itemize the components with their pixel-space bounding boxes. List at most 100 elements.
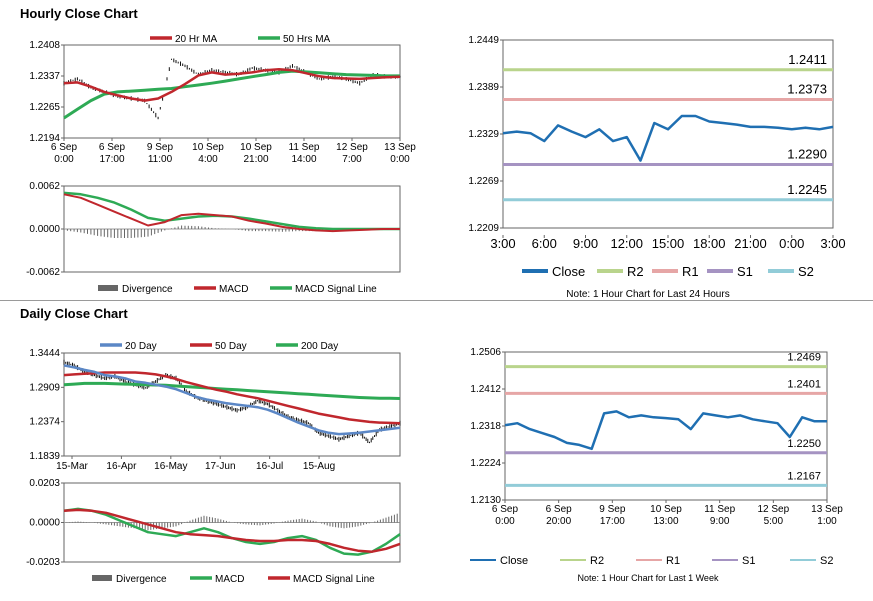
daily-levels-legend-label: S1 — [742, 555, 755, 567]
hourly-levels-legend-label: S1 — [737, 264, 753, 279]
daily-price-x-tick: 16-May — [154, 461, 187, 472]
hourly-price-x-tick: 13 Sep — [384, 142, 416, 153]
hourly-levels-legend-label: R1 — [682, 264, 699, 279]
hourly-price-legend-label: 20 Hr MA — [175, 34, 218, 45]
hourly-levels-close-line — [502, 114, 834, 162]
hourly-price-y-tick: 1.2194 — [29, 133, 60, 144]
hourly-levels-y-tick: 1.2269 — [468, 176, 499, 187]
hourly-levels-y-tick: 1.2449 — [468, 35, 499, 46]
daily-macd-y-tick: 0.0000 — [29, 518, 60, 529]
daily-price-x-tick: 15-Aug — [303, 461, 335, 472]
hourly-macd-legend-label: Divergence — [122, 284, 173, 295]
hourly-price-x-tick: 7:00 — [342, 154, 362, 165]
daily-macd-y-tick: 0.0203 — [29, 478, 60, 489]
daily-levels-x-tick: 6 Sep — [546, 504, 573, 515]
hourly-price-x-tick: 0:00 — [54, 154, 74, 165]
daily-levels-legend-label: S2 — [820, 555, 833, 567]
daily-levels-legend-label: R1 — [666, 555, 680, 567]
hourly-levels-y-tick: 1.2209 — [468, 223, 499, 234]
daily-levels-x-tick: 17:00 — [600, 516, 625, 527]
hourly-price-y-tick: 1.2337 — [29, 71, 60, 82]
hourly-levels-level-label: 1.2245 — [787, 182, 827, 197]
daily-levels-x-tick: 5:00 — [764, 516, 784, 527]
daily-levels-level-label: 1.2167 — [787, 470, 821, 482]
hourly-levels-x-tick: 3:00 — [490, 236, 515, 251]
hourly-levels-y-tick: 1.2389 — [468, 82, 499, 93]
hourly-levels-x-tick: 12:00 — [610, 236, 643, 251]
hourly-macd-legend-label: MACD — [219, 284, 248, 295]
daily-levels-y-tick: 1.2224 — [470, 458, 501, 469]
daily-levels-x-tick: 0:00 — [495, 516, 515, 527]
hourly-price-y-tick: 1.2408 — [29, 40, 60, 51]
hourly-price-plot-frame — [63, 44, 401, 139]
daily-price-y-tick: 1.2909 — [29, 382, 60, 393]
daily-levels-x-tick: 12 Sep — [757, 504, 789, 515]
hourly-levels-x-tick: 6:00 — [532, 236, 557, 251]
daily-macd-legend-swatch — [92, 575, 112, 581]
hourly-levels-x-tick: 15:00 — [652, 236, 685, 251]
daily-levels-legend-label: R2 — [590, 555, 604, 567]
hourly-price-ma20-line — [63, 68, 401, 102]
daily-levels-x-tick: 10 Sep — [650, 504, 682, 515]
hourly-levels-x-tick: 18:00 — [693, 236, 726, 251]
daily-price-x-tick: 16-Apr — [106, 461, 137, 472]
daily-price-ma50-line — [63, 371, 401, 425]
hourly-price-x-tick: 6 Sep — [51, 142, 78, 153]
daily-levels-legend-label: Close — [500, 555, 528, 567]
daily-macd-legend-label: MACD Signal Line — [293, 574, 375, 585]
daily-levels-note: Note: 1 Hour Chart for Last 1 Week — [578, 573, 719, 583]
daily-macd-legend-label: Divergence — [116, 574, 167, 585]
daily-levels-x-tick: 9 Sep — [599, 504, 626, 515]
daily-levels-y-tick: 1.2506 — [470, 347, 501, 358]
hourly-macd-y-tick: -0.0062 — [26, 267, 60, 278]
hourly-price-x-tick: 4:00 — [198, 154, 218, 165]
hourly-levels-y-tick: 1.2329 — [468, 129, 499, 140]
daily-price-legend-label: 200 Day — [301, 341, 338, 352]
hourly-levels-legend-label: Close — [552, 264, 585, 279]
daily-levels-x-tick: 6 Sep — [492, 504, 519, 515]
daily-levels-y-tick: 1.2130 — [470, 495, 501, 506]
hourly-price-x-tick: 11:00 — [148, 154, 173, 165]
daily-macd-signal-line — [63, 508, 401, 553]
hourly-price-x-tick: 11 Sep — [289, 142, 320, 153]
daily-price-legend-label: 50 Day — [215, 341, 247, 352]
hourly-levels-x-tick: 9:00 — [573, 236, 598, 251]
section-divider — [0, 300, 873, 301]
daily-levels-close-line — [504, 410, 827, 451]
daily-price-y-tick: 1.1839 — [29, 451, 60, 462]
hourly-levels-legend-label: S2 — [798, 264, 814, 279]
daily-levels-x-tick: 11 Sep — [704, 504, 735, 515]
hourly-macd-y-tick: 0.0000 — [29, 224, 60, 235]
hourly-macd-legend-swatch — [98, 285, 118, 291]
hourly-price-x-tick: 6 Sep — [99, 142, 126, 153]
hourly-price-legend-label: 50 Hrs MA — [283, 34, 331, 45]
hourly-levels-x-tick: 0:00 — [779, 236, 804, 251]
daily-levels-x-tick: 13 Sep — [811, 504, 843, 515]
daily-levels-y-tick: 1.2412 — [470, 384, 501, 395]
hourly-price-x-tick: 10 Sep — [240, 142, 272, 153]
hourly-price-x-tick: 9 Sep — [147, 142, 174, 153]
daily-levels-x-tick: 20:00 — [546, 516, 571, 527]
hourly-price-ma50-line — [63, 69, 400, 120]
daily-price-plot-frame — [63, 352, 401, 457]
daily-price-y-tick: 1.2374 — [29, 417, 60, 428]
hourly-levels-level-label: 1.2373 — [787, 82, 827, 97]
daily-levels-x-tick: 9:00 — [710, 516, 730, 527]
daily-section-title: Daily Close Chart — [20, 306, 128, 321]
hourly-macd-y-tick: 0.0062 — [29, 181, 60, 192]
hourly-levels-x-tick: 3:00 — [820, 236, 845, 251]
hourly-levels-level-label: 1.2411 — [788, 52, 827, 67]
daily-macd-legend-label: MACD — [215, 574, 244, 585]
hourly-price-x-tick: 0:00 — [390, 154, 410, 165]
hourly-levels-level-label: 1.2290 — [787, 147, 827, 162]
daily-price-x-tick: 15-Mar — [56, 461, 88, 472]
hourly-macd-legend-label: MACD Signal Line — [295, 284, 377, 295]
hourly-section-title: Hourly Close Chart — [20, 6, 138, 21]
hourly-price-x-tick: 21:00 — [243, 154, 268, 165]
daily-macd-y-tick: -0.0203 — [26, 557, 60, 568]
daily-levels-x-tick: 1:00 — [817, 516, 837, 527]
daily-levels-level-label: 1.2250 — [787, 438, 821, 450]
daily-price-y-tick: 1.3444 — [29, 348, 60, 359]
hourly-price-x-tick: 10 Sep — [192, 142, 224, 153]
